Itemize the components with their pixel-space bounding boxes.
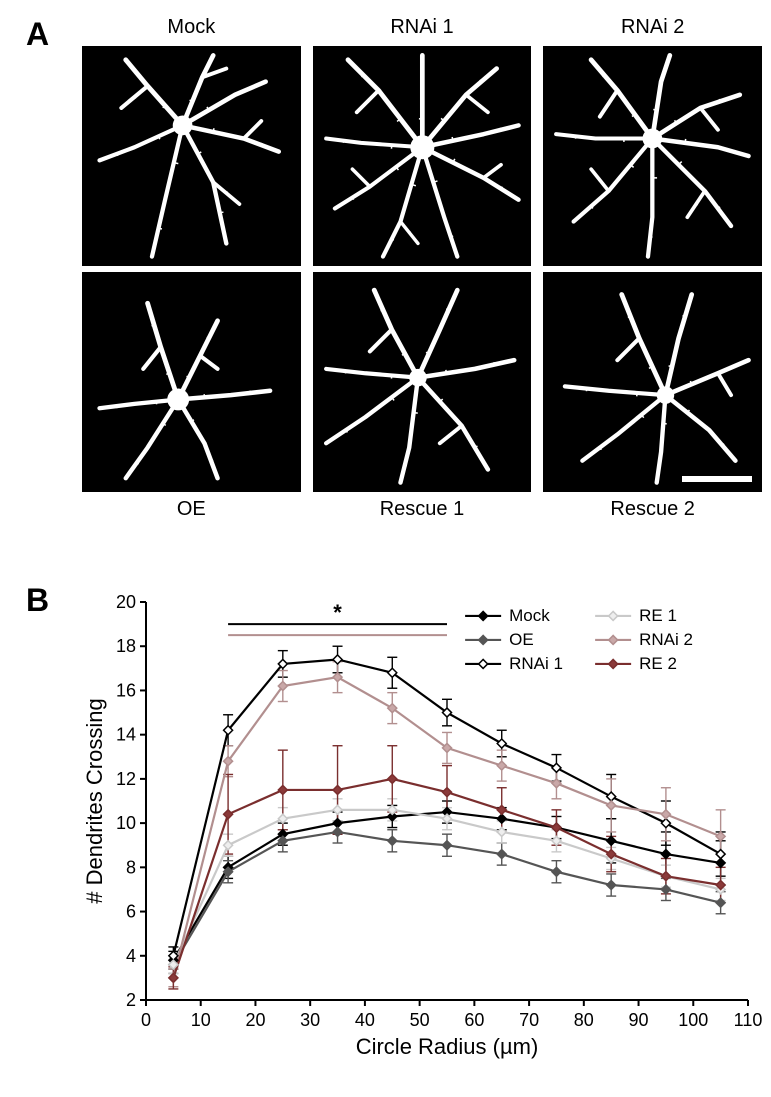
panel-b: B 2 4 6 8 10 12 14 16 18 20 0 10 20 30 40 50 60 70 80 90 100… xyxy=(20,576,751,1086)
neuron-rnai2 xyxy=(543,46,762,266)
neuron-mock xyxy=(82,46,301,266)
svg-text:90: 90 xyxy=(629,1010,649,1030)
header-rnai2: RNAi 2 xyxy=(543,16,762,40)
svg-text:50: 50 xyxy=(410,1010,430,1030)
svg-text:20: 20 xyxy=(116,592,136,612)
header-mock: Mock xyxy=(82,16,301,40)
svg-text:110: 110 xyxy=(734,1010,762,1030)
svg-text:16: 16 xyxy=(116,680,136,700)
svg-text:6: 6 xyxy=(126,902,136,922)
svg-text:8: 8 xyxy=(126,857,136,877)
neuron-image-grid: Mock RNAi 1 RNAi 2 OE Rescue 1 Rescue 2 xyxy=(82,16,762,556)
scale-bar xyxy=(682,476,752,482)
svg-text:60: 60 xyxy=(464,1010,484,1030)
neuron-rescue1 xyxy=(313,272,532,492)
svg-text:OE: OE xyxy=(509,630,534,649)
svg-text:40: 40 xyxy=(355,1010,375,1030)
neuron-rnai1 xyxy=(313,46,532,266)
chart-svg: 2 4 6 8 10 12 14 16 18 20 0 10 20 30 40 50 60 70 80 90 100 11… xyxy=(82,586,762,1066)
neuron-rescue2 xyxy=(543,272,762,492)
svg-text:RNAi 1: RNAi 1 xyxy=(509,654,563,673)
neuron-oe xyxy=(82,272,301,492)
svg-text:10: 10 xyxy=(191,1010,211,1030)
svg-text:Mock: Mock xyxy=(509,606,550,625)
svg-text:20: 20 xyxy=(245,1010,265,1030)
svg-text:12: 12 xyxy=(116,769,136,789)
svg-text:RE 2: RE 2 xyxy=(639,654,677,673)
header-rnai1: RNAi 1 xyxy=(313,16,532,40)
svg-text:RE 1: RE 1 xyxy=(639,606,677,625)
svg-text:4: 4 xyxy=(126,946,136,966)
svg-text:30: 30 xyxy=(300,1010,320,1030)
footer-oe: OE xyxy=(82,498,301,522)
panel-b-label: B xyxy=(26,582,49,619)
svg-text:14: 14 xyxy=(116,725,136,745)
sholl-chart: 2 4 6 8 10 12 14 16 18 20 0 10 20 30 40 50 60 70 80 90 100 11… xyxy=(82,586,762,1066)
svg-text:0: 0 xyxy=(141,1010,151,1030)
svg-text:2: 2 xyxy=(126,990,136,1010)
svg-text:Circle Radius (µm): Circle Radius (µm) xyxy=(356,1034,539,1059)
footer-rescue1: Rescue 1 xyxy=(313,498,532,522)
svg-text:80: 80 xyxy=(574,1010,594,1030)
svg-text:*: * xyxy=(333,600,342,625)
panel-a-label: A xyxy=(26,16,49,53)
svg-text:100: 100 xyxy=(678,1010,708,1030)
svg-text:# Dendrites Crossing: # Dendrites Crossing xyxy=(82,698,107,903)
panel-a: A Mock RNAi 1 RNAi 2 OE Rescue 1 Rescue … xyxy=(20,10,751,560)
svg-text:70: 70 xyxy=(519,1010,539,1030)
figure: A Mock RNAi 1 RNAi 2 OE Rescue 1 Rescue … xyxy=(0,0,771,1097)
svg-text:18: 18 xyxy=(116,636,136,656)
svg-text:10: 10 xyxy=(116,813,136,833)
footer-rescue2: Rescue 2 xyxy=(543,498,762,522)
svg-text:RNAi 2: RNAi 2 xyxy=(639,630,693,649)
